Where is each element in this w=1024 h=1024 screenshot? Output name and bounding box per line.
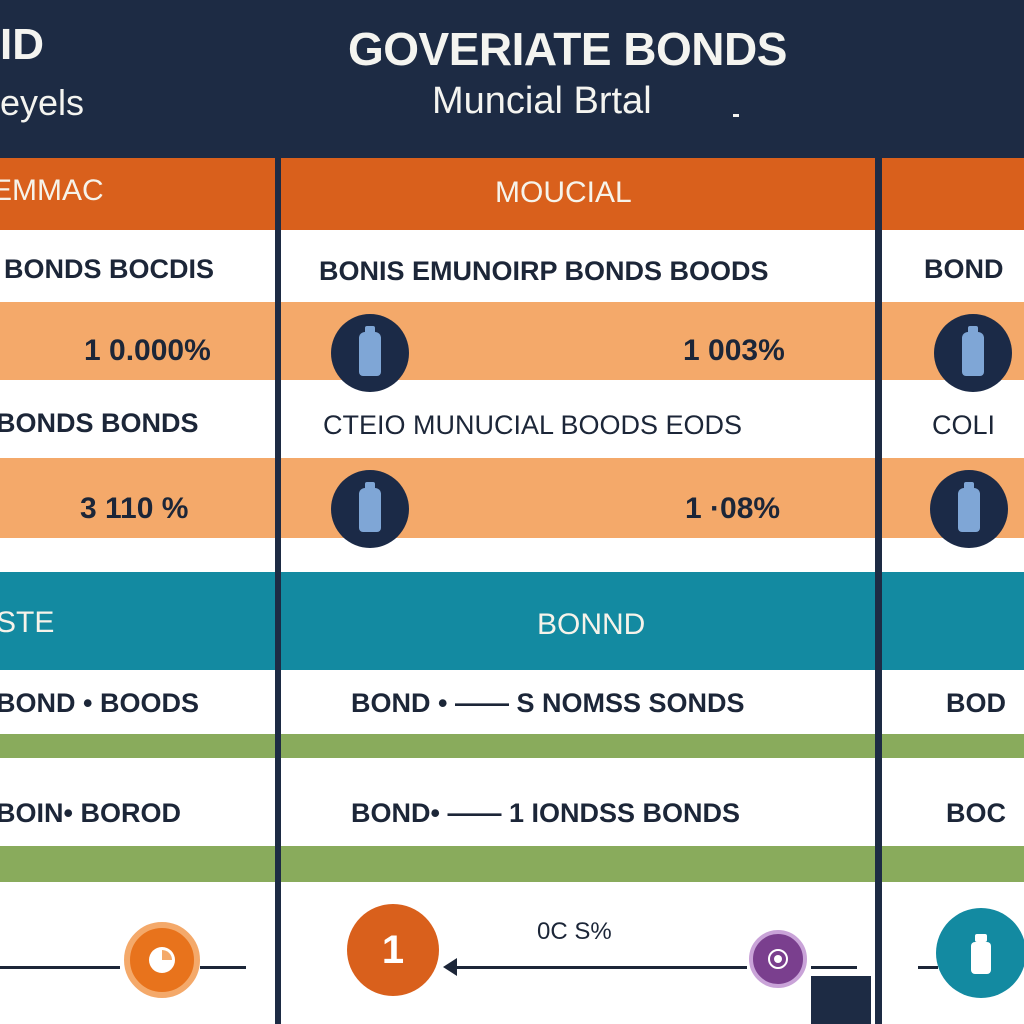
left-row-3: BOND • BOODS [0,688,199,718]
left-section-label: STE [0,606,55,639]
right-row-1: BOND [924,254,1004,284]
number-badge: 1 [347,904,439,996]
tag-icon [749,930,807,988]
right-row-4: BOC [946,798,1006,828]
right-section-band [882,572,1024,670]
arrow-head-left-icon [443,958,457,976]
middle-header-label: MOUCIAL [495,176,632,209]
left-subtitle: eyels [0,82,85,123]
bottle-icon [331,314,409,392]
middle-value-1: 1 003% [683,334,785,367]
decorative-tick [733,114,739,117]
double-arrow-icon [451,966,747,969]
bottle-icon [331,470,409,548]
left-row-2: BONDS BONDS [0,408,199,438]
left-header-band [0,158,275,230]
middle-footer-value: 0C S% [537,918,612,945]
right-row-2: COLI [932,410,996,440]
left-section-band [0,572,275,670]
middle-section-label: BONND [537,608,646,641]
middle-header-band [281,158,875,230]
left-row-1: BONDS BOCDIS [4,254,215,284]
right-column: BOND COLI BOD BOC [882,158,1024,1024]
middle-value-2: 1 ·08% [685,492,781,525]
left-row-4: BOIN• BOROD [0,798,181,828]
left-value-2: 3 110 % [80,492,189,525]
middle-row-3: BOND • —— S NOMSS SONDS [351,688,745,718]
left-column: EMMAC BONDS BOCDIS 1 0.000% BONDS BONDS … [0,158,275,1024]
left-header-label: EMMAC [0,174,104,207]
page-title: GOVERIATE BONDS [348,23,787,75]
right-row-3: BOD [946,688,1006,718]
bottle-icon [930,470,1008,548]
timer-icon [124,922,200,998]
middle-section-band [281,572,875,670]
tall-bottle-icon [936,908,1024,998]
left-title: ID [0,20,44,69]
page-subtitle: Muncial Brtal [432,80,652,122]
bottle-icon [934,314,1012,392]
left-arrow-icon [0,966,120,969]
page-header: ID eyels GOVERIATE BONDS Muncial Brtal [0,0,1024,158]
left-value-1: 1 0.000% [84,334,211,367]
right-header-band [882,158,1024,230]
middle-row-1: BONIS EMUNOIRP BONDS BOODS [319,256,769,286]
middle-row-4: BOND• —— 1 IONDSS BONDS [351,798,740,828]
middle-row-2: CTEIO MUNUCIAL BOODS EODS [323,410,743,440]
middle-column: MOUCIAL BONIS EMUNOIRP BONDS BOODS 1 003… [281,158,875,1024]
